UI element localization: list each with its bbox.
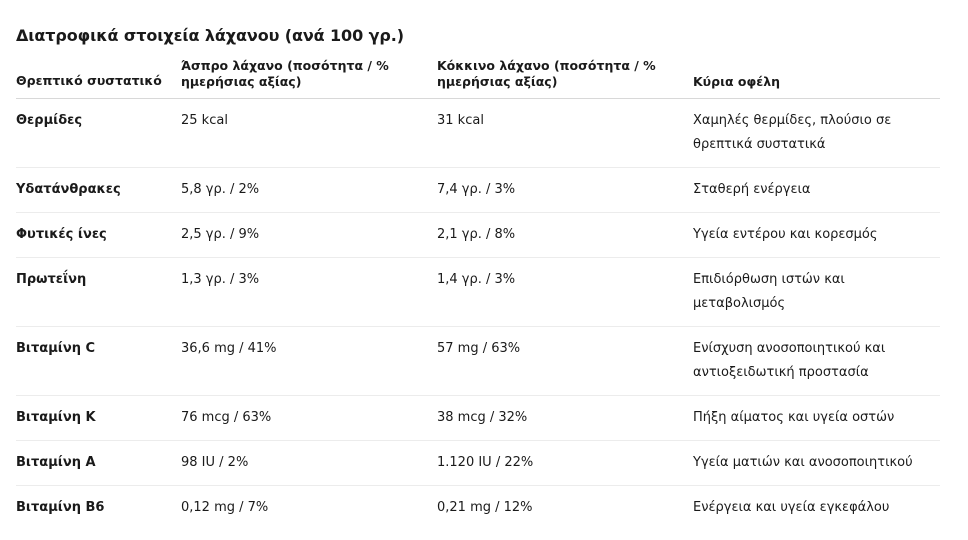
benefit-cell: Πήξη αίματος και υγεία οστών: [693, 395, 940, 441]
table-row: Φυτικές ίνες 2,5 γρ. / 9% 2,1 γρ. / 8% Υ…: [16, 212, 940, 258]
white-cabbage-cell: 76 mcg / 63%: [181, 395, 437, 441]
table-row: Βιταμίνη C 36,6 mg / 41% 57 mg / 63% Ενί…: [16, 326, 940, 396]
table-row: Υδατάνθρακες 5,8 γρ. / 2% 7,4 γρ. / 3% Σ…: [16, 167, 940, 213]
nutrient-cell: Βιταμίνη C: [16, 326, 181, 396]
nutrient-cell: Πρωτεΐνη: [16, 257, 181, 327]
column-header-white-cabbage: Άσπρο λάχανο (ποσότητα / % ημερήσιας αξί…: [181, 58, 437, 99]
benefit-cell: Ενέργεια και υγεία εγκεφάλου: [693, 500, 890, 515]
white-cabbage-cell: 25 kcal: [181, 98, 437, 168]
white-cabbage-cell: 1,3 γρ. / 3%: [181, 257, 437, 327]
header-row: Θρεπτικό συστατικό Άσπρο λάχανο (ποσότητ…: [16, 58, 940, 99]
table-row: Βιταμίνη K 76 mcg / 63% 38 mcg / 32% Πήξ…: [16, 395, 940, 441]
red-cabbage-cell: 31 kcal: [437, 98, 693, 168]
column-header-benefits: Κύρια οφέλη: [693, 58, 940, 99]
white-cabbage-cell: 2,5 γρ. / 9%: [181, 212, 437, 258]
red-cabbage-cell: 2,1 γρ. / 8%: [437, 212, 693, 258]
nutrient-cell: Βιταμίνη K: [16, 395, 181, 441]
white-cabbage-cell: 36,6 mg / 41%: [181, 326, 437, 396]
benefit-cell: Επιδιόρθωση ιστών και μεταβολισμός: [693, 257, 940, 327]
column-header-red-cabbage: Κόκκινο λάχανο (ποσότητα / % ημερήσιας α…: [437, 58, 693, 99]
benefit-cell: Υγεία ματιών και ανοσοποιητικού: [693, 440, 940, 486]
table-row: Θερμίδες 25 kcal 31 kcal Χαμηλές θερμίδε…: [16, 98, 940, 168]
nutrient-cell: Βιταμίνη B6: [16, 500, 105, 515]
nutrition-table: Θρεπτικό συστατικό Άσπρο λάχανο (ποσότητ…: [16, 58, 940, 530]
red-cabbage-cell: 1,4 γρ. / 3%: [437, 257, 693, 327]
red-cabbage-cell: 7,4 γρ. / 3%: [437, 167, 693, 213]
white-cabbage-cell: 98 IU / 2%: [181, 440, 437, 486]
benefit-cell: Χαμηλές θερμίδες, πλούσιο σε θρεπτικά συ…: [693, 98, 940, 168]
white-cabbage-cell: 5,8 γρ. / 2%: [181, 167, 437, 213]
red-cabbage-cell: 1.120 IU / 22%: [437, 440, 693, 486]
benefit-cell: Ενίσχυση ανοσοποιητικού και αντιοξειδωτι…: [693, 326, 940, 396]
red-cabbage-cell: 38 mcg / 32%: [437, 395, 693, 441]
benefit-cell: Υγεία εντέρου και κορεσμός: [693, 212, 940, 258]
red-cabbage-cell: 57 mg / 63%: [437, 326, 693, 396]
nutrient-cell: Βιταμίνη A: [16, 440, 181, 486]
table-row: Βιταμίνη B6 0,12 mg / 7% 0,21 mg / 12% Ε…: [16, 486, 940, 531]
table-row: Βιταμίνη A 98 IU / 2% 1.120 IU / 22% Υγε…: [16, 440, 940, 486]
document: Διατροφικά στοιχεία λάχανου (ανά 100 γρ.…: [16, 26, 940, 530]
column-header-nutrient: Θρεπτικό συστατικό: [16, 58, 181, 99]
nutrient-cell: Θερμίδες: [16, 98, 181, 168]
benefit-cell: Σταθερή ενέργεια: [693, 167, 940, 213]
nutrient-cell: Υδατάνθρακες: [16, 167, 181, 213]
white-cabbage-cell: 0,12 mg / 7%: [181, 500, 269, 515]
red-cabbage-cell: 0,21 mg / 12%: [437, 500, 533, 515]
table-row: Πρωτεΐνη 1,3 γρ. / 3% 1,4 γρ. / 3% Επιδι…: [16, 257, 940, 327]
table-title: Διατροφικά στοιχεία λάχανου (ανά 100 γρ.…: [16, 26, 404, 45]
nutrient-cell: Φυτικές ίνες: [16, 212, 181, 258]
